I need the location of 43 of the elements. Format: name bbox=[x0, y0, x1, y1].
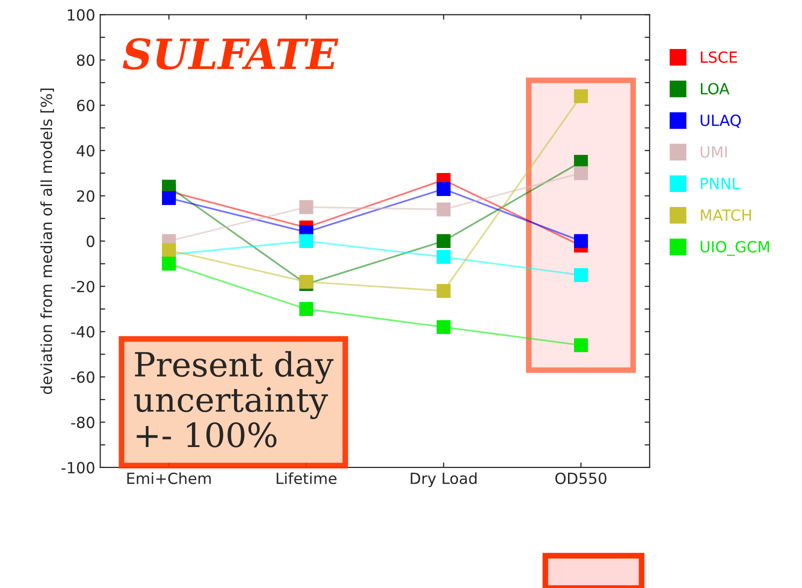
y-tick-label: -40 bbox=[71, 326, 94, 338]
legend-label: MATCH bbox=[700, 209, 751, 221]
legend-label: UMI bbox=[700, 146, 727, 158]
legend-label: PNNL bbox=[700, 178, 740, 190]
y-tick-label: 40 bbox=[76, 144, 94, 157]
legend-label: LSCE bbox=[700, 51, 737, 63]
point bbox=[436, 284, 451, 298]
y-tick-label: 100 bbox=[68, 9, 94, 21]
point bbox=[574, 234, 588, 248]
point bbox=[574, 268, 588, 282]
y-tick-label: 80 bbox=[76, 54, 94, 66]
y-tick-label: 20 bbox=[77, 190, 94, 202]
legend-label: LOA bbox=[700, 82, 730, 95]
y-tick-label: -80 bbox=[71, 416, 94, 428]
x-tick-label: Emi+Chem bbox=[127, 472, 211, 484]
x-tick-label: Dry Load bbox=[410, 472, 477, 488]
point bbox=[162, 256, 176, 271]
y-tick-label: -100 bbox=[61, 462, 94, 474]
point bbox=[574, 89, 588, 104]
x-tick-label: OD550 bbox=[555, 472, 606, 484]
point bbox=[436, 250, 451, 264]
point bbox=[162, 243, 176, 258]
point bbox=[299, 200, 314, 214]
y-tick-label: 60 bbox=[77, 100, 94, 112]
point bbox=[574, 338, 588, 352]
chart-title: SULFATE bbox=[122, 38, 338, 70]
point bbox=[436, 320, 451, 334]
point bbox=[162, 191, 176, 206]
point bbox=[436, 182, 451, 196]
y-tick-label: 0 bbox=[86, 236, 94, 248]
legend-label: UIO_GCM bbox=[700, 240, 769, 256]
y-axis-title: deviation from median of all models [%] bbox=[40, 88, 54, 394]
y-tick-label: -60 bbox=[71, 371, 94, 383]
point bbox=[299, 302, 314, 316]
legend-label: ULAQ bbox=[700, 114, 741, 128]
y-tick-label: -20 bbox=[71, 280, 94, 292]
annotation: Present day uncertainty +- 100% bbox=[134, 351, 334, 448]
point bbox=[299, 274, 314, 289]
x-tick-label: Lifetime bbox=[276, 472, 336, 484]
point bbox=[436, 202, 451, 216]
point bbox=[299, 234, 314, 248]
point bbox=[574, 166, 588, 180]
point bbox=[436, 234, 451, 248]
